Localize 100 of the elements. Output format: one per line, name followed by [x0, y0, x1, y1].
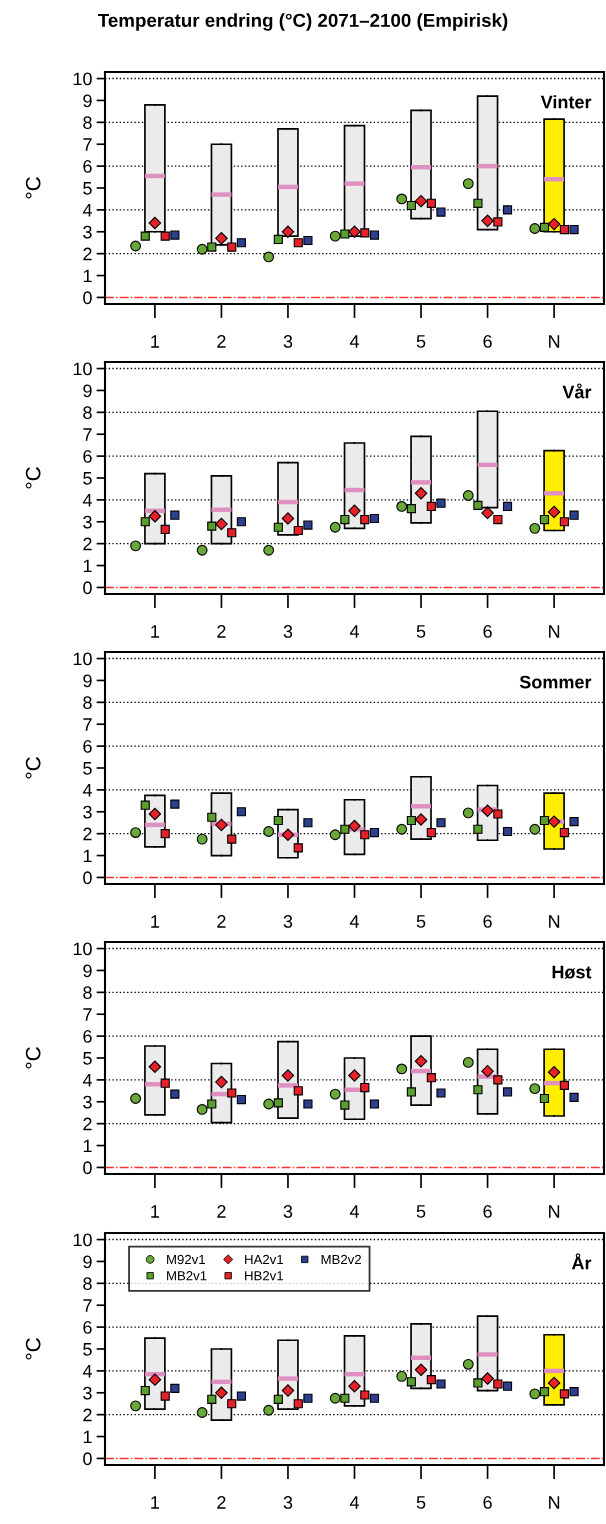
x-tick-label: 3	[283, 335, 293, 348]
chart-title: Temperatur endring (°C) 2071–2100 (Empirisk)	[98, 13, 508, 31]
y-tick-label: 5	[83, 1343, 92, 1356]
y-tick-label: 9	[83, 1255, 92, 1269]
x-tick-label: 3	[283, 1496, 293, 1509]
y-tick-label: 10	[73, 652, 92, 666]
y-tick-label: 6	[83, 740, 92, 753]
y-tick-label: 2	[83, 1117, 92, 1131]
y-tick-label: 1	[83, 559, 92, 573]
x-tick-label: N	[549, 335, 560, 348]
x-tick-label: 3	[283, 1205, 293, 1218]
x-tick-label: 3	[283, 915, 293, 928]
x-tick-label: N	[549, 1496, 560, 1509]
y-tick-label: 6	[83, 1321, 92, 1334]
y-axis-title: °C	[25, 177, 41, 199]
y-tick-label: 5	[83, 182, 92, 195]
annotation: Sommer	[519, 675, 592, 689]
legend-label: HB2v1	[245, 1271, 283, 1281]
y-tick-label: 6	[83, 450, 92, 463]
y-tick-label: 1	[83, 849, 92, 863]
y-tick-label: 5	[83, 762, 92, 775]
y-tick-label: 2	[83, 247, 92, 261]
x-tick-label: 1	[151, 625, 160, 638]
y-tick-label: 4	[82, 1074, 92, 1087]
y-tick-label: 3	[83, 805, 92, 819]
x-tick-label: 6	[483, 625, 492, 638]
x-tick-label: 6	[483, 915, 492, 928]
y-tick-label: 4	[82, 1365, 92, 1378]
y-tick-label: 4	[82, 784, 92, 797]
x-tick-label: N	[549, 915, 560, 928]
y-tick-label: 1	[83, 269, 92, 283]
y-axis-title: °C	[25, 467, 41, 489]
y-tick-label: 7	[83, 428, 92, 441]
x-tick-label: 5	[416, 335, 426, 348]
y-tick-label: 3	[83, 515, 92, 529]
y-tick-label: 7	[83, 1299, 92, 1312]
y-tick-label: 9	[83, 94, 92, 108]
y-tick-label: 7	[83, 1008, 92, 1021]
x-tick-label: 5	[416, 1205, 426, 1218]
x-tick-label: 3	[283, 625, 293, 638]
y-tick-label: 0	[83, 1161, 92, 1175]
x-tick-label: 4	[349, 915, 359, 928]
y-tick-label: 4	[82, 494, 92, 507]
y-tick-label: 0	[83, 871, 92, 885]
y-tick-label: 9	[83, 964, 92, 978]
y-tick-label: 0	[83, 1452, 92, 1466]
y-tick-label: 10	[73, 1233, 92, 1247]
x-tick-label: 1	[151, 1205, 160, 1218]
x-tick-label: 1	[151, 335, 160, 348]
y-tick-label: 8	[83, 986, 92, 1000]
legend-label: M92v1	[167, 1254, 205, 1265]
x-tick-label: 4	[349, 625, 359, 638]
x-tick-label: 5	[416, 915, 426, 928]
x-tick-label: 1	[151, 1496, 160, 1509]
y-tick-label: 8	[83, 116, 92, 130]
y-tick-label: 0	[83, 291, 92, 305]
y-tick-label: 6	[83, 1030, 92, 1043]
y-tick-label: 9	[83, 384, 92, 398]
annotation: Høst	[552, 965, 592, 979]
y-tick-label: 10	[73, 942, 92, 956]
legend-label: MB2v1	[167, 1271, 207, 1281]
y-tick-label: 8	[83, 1277, 92, 1291]
y-tick-label: 1	[83, 1430, 92, 1444]
annotation: Vinter	[540, 95, 592, 109]
x-tick-label: 2	[217, 625, 226, 638]
y-tick-label: 5	[83, 1052, 92, 1065]
y-tick-label: 0	[83, 581, 92, 595]
y-tick-label: 3	[83, 225, 92, 239]
annotation: Vår	[562, 383, 592, 399]
y-tick-label: 1	[83, 1139, 92, 1153]
y-tick-label: 7	[83, 718, 92, 731]
x-tick-label: N	[549, 1205, 560, 1218]
x-tick-label: 4	[349, 1205, 359, 1218]
y-tick-label: 8	[83, 696, 92, 710]
x-tick-label: 5	[416, 1496, 426, 1509]
y-tick-label: 9	[83, 674, 92, 688]
y-axis-title: °C	[25, 1338, 41, 1360]
y-tick-label: 6	[83, 160, 92, 173]
x-tick-label: 6	[483, 1496, 492, 1509]
y-tick-label: 8	[83, 406, 92, 420]
x-tick-label: 5	[416, 625, 426, 638]
legend-label: HA2v1	[245, 1254, 283, 1265]
x-tick-label: 2	[217, 915, 226, 928]
y-axis-title: °C	[25, 757, 41, 779]
y-tick-label: 2	[83, 827, 92, 841]
y-tick-label: 2	[83, 537, 92, 551]
y-tick-label: 2	[83, 1408, 92, 1422]
x-tick-label: 1	[151, 915, 160, 928]
x-tick-label: 6	[483, 1205, 492, 1218]
y-tick-label: 4	[82, 204, 92, 217]
y-tick-label: 3	[83, 1095, 92, 1109]
x-tick-label: N	[549, 625, 560, 638]
x-tick-label: 2	[217, 1205, 226, 1218]
y-tick-label: 7	[83, 138, 92, 151]
y-tick-label: 10	[73, 72, 92, 86]
x-tick-label: 4	[349, 1496, 359, 1509]
x-tick-label: 4	[349, 335, 359, 348]
annotation: År	[571, 1253, 592, 1270]
y-tick-label: 5	[83, 472, 92, 485]
y-axis-title: °C	[25, 1047, 41, 1069]
